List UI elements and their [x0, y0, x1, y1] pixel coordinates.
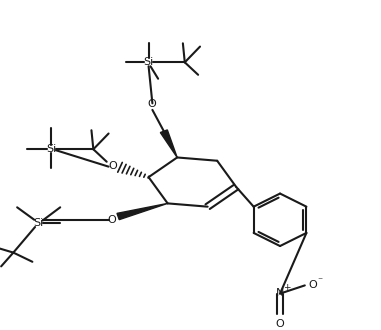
- Text: Si: Si: [33, 218, 43, 228]
- Polygon shape: [117, 203, 168, 220]
- Text: Si: Si: [144, 57, 154, 67]
- Text: N: N: [276, 288, 284, 298]
- Polygon shape: [160, 130, 177, 157]
- Text: ⁻: ⁻: [317, 277, 323, 286]
- Text: O: O: [309, 280, 317, 290]
- Text: +: +: [283, 282, 291, 291]
- Text: O: O: [108, 161, 117, 171]
- Text: O: O: [276, 319, 284, 329]
- Text: O: O: [147, 99, 155, 109]
- Text: Si: Si: [46, 144, 56, 154]
- Text: O: O: [107, 215, 115, 225]
